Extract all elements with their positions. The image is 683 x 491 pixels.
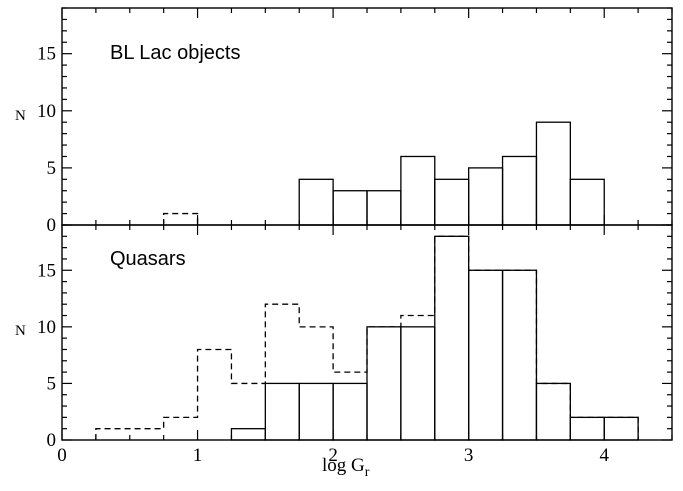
- top-solid-bar: [400, 155, 436, 226]
- bottom-panel-title: Quasars: [110, 248, 186, 270]
- bottom-solid-bar: [468, 269, 504, 441]
- bottom-solid-bar: [434, 235, 470, 441]
- top-solid-bar: [569, 178, 605, 226]
- bottom-solid-bar: [332, 382, 368, 441]
- bottom-y-axis-label: N: [15, 323, 26, 339]
- top-panel-title: BL Lac objects: [110, 42, 240, 64]
- bottom-solid-bar: [535, 382, 571, 441]
- bottom-solid-bar: [298, 382, 334, 441]
- top-panel-bars: [163, 121, 605, 226]
- top-y-tick-label: 10: [37, 101, 56, 122]
- bottom-y-tick-label: 0: [47, 430, 57, 451]
- top-solid-bar: [468, 167, 504, 226]
- x-axis-label-main: log G: [322, 455, 365, 476]
- top-solid-bar: [298, 178, 334, 226]
- bottom-solid-bar: [230, 428, 266, 441]
- x-tick-label: 4: [599, 445, 609, 466]
- bottom-solid-bar: [264, 382, 300, 441]
- bottom-solid-bar: [501, 269, 538, 441]
- top-y-tick-label: 0: [47, 215, 57, 236]
- x-tick-label: 3: [464, 445, 474, 466]
- bottom-solid-bar: [366, 326, 402, 441]
- x-axis-label-subscript: r: [365, 465, 370, 480]
- bottom-panel-bars: [95, 235, 639, 441]
- top-y-tick-label: 5: [47, 158, 57, 179]
- top-y-axis-label: N: [15, 108, 26, 124]
- bottom-solid-bar: [400, 326, 436, 441]
- axis-tick-labels: 0 5 10 15 0 5 10 15 0 1 2 3 4: [37, 44, 609, 466]
- x-axis-label: log Gr: [322, 455, 370, 480]
- top-solid-bar: [501, 155, 538, 226]
- x-tick-label: 1: [193, 445, 203, 466]
- bottom-y-tick-label: 10: [37, 317, 56, 338]
- x-tick-label: 2: [328, 445, 338, 466]
- bottom-solid-bar: [569, 416, 605, 441]
- top-solid-bar: [332, 190, 368, 226]
- bottom-y-tick-label: 15: [37, 260, 56, 281]
- top-solid-bar: [366, 190, 402, 226]
- bottom-solid-bar: [603, 416, 639, 441]
- top-solid-bar: [535, 121, 571, 226]
- axis-ticks: [61, 7, 673, 441]
- x-tick-label: 0: [57, 445, 67, 466]
- top-dashed-histogram: [163, 212, 199, 225]
- bottom-dashed-histogram: [95, 235, 639, 440]
- top-y-tick-label: 15: [37, 44, 56, 65]
- bottom-y-tick-label: 5: [47, 373, 57, 394]
- top-solid-bar: [434, 178, 470, 226]
